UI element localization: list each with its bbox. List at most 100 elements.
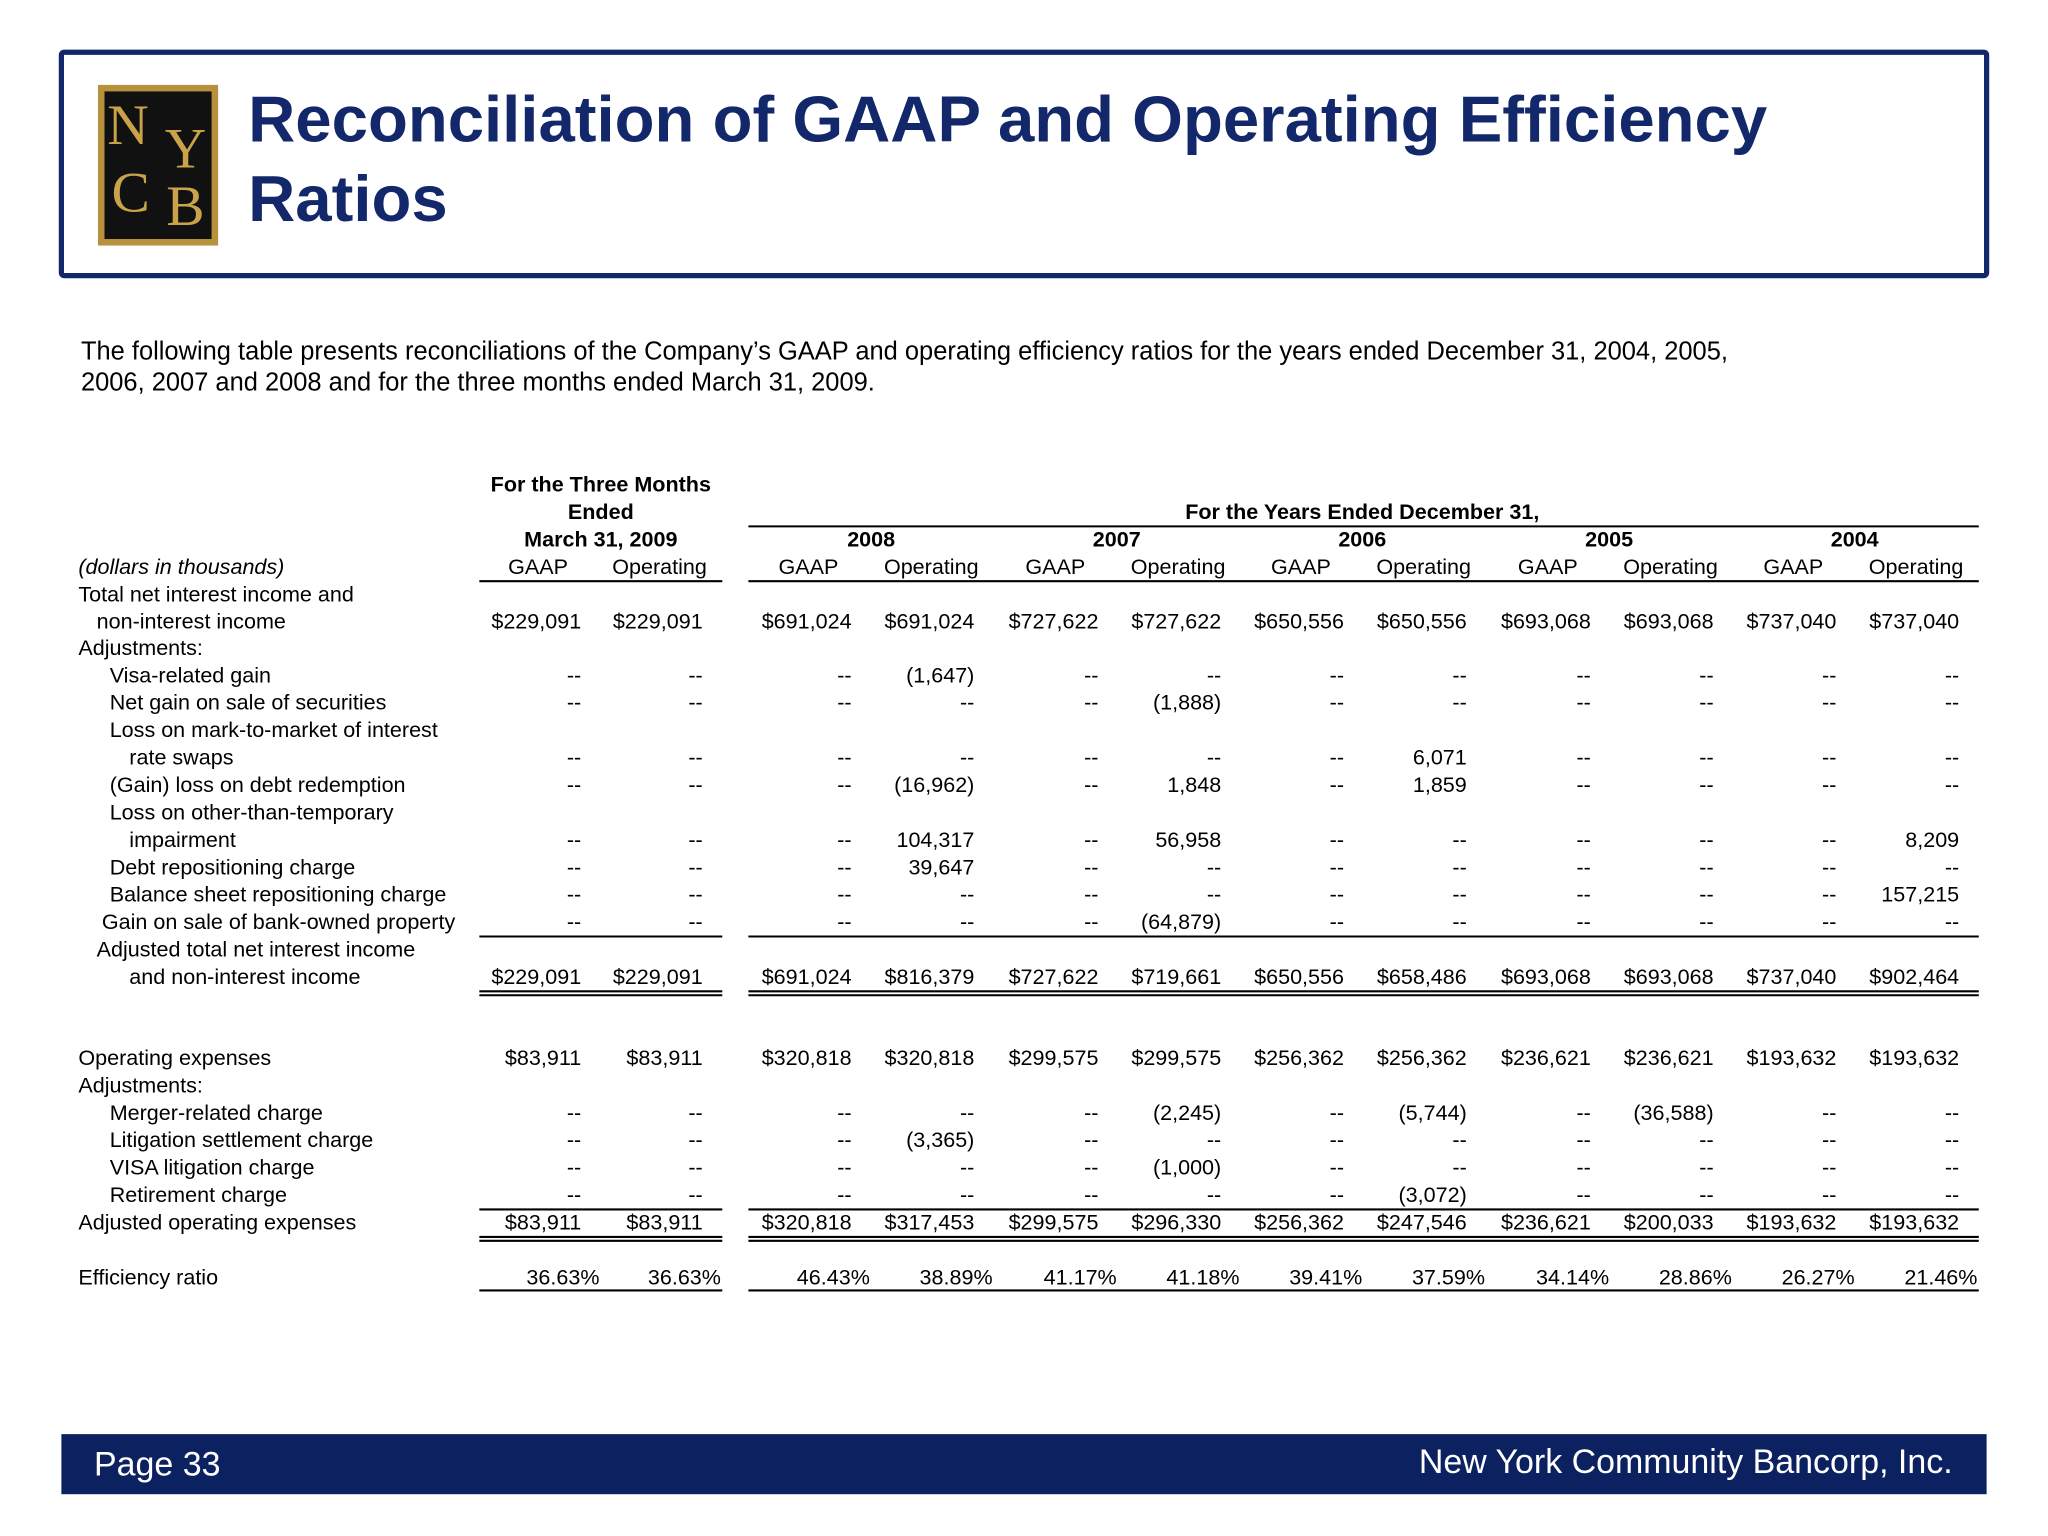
cell-value: --: [688, 1100, 702, 1125]
cell-value: (5,744): [1398, 1100, 1466, 1125]
period-header: March 31, 2009: [524, 526, 677, 551]
cell-value: $727,622: [1009, 964, 1099, 989]
cell-value: $193,632: [1869, 1210, 1959, 1235]
cell-value: --: [1822, 1155, 1836, 1180]
cell-value: 38.89%: [920, 1264, 993, 1289]
column-header: Operating: [884, 554, 979, 579]
title: Ratios: [248, 162, 448, 235]
cell-value: --: [1576, 745, 1590, 770]
cell-value: (1,888): [1153, 690, 1221, 715]
cell-value: --: [567, 745, 581, 770]
column-header: Operating: [612, 554, 707, 579]
cell-value: --: [1207, 1182, 1221, 1207]
cell-value: --: [688, 909, 702, 934]
cell-value: --: [1576, 772, 1590, 797]
cell-value: --: [1207, 745, 1221, 770]
logo-letter: B: [166, 175, 204, 238]
cell-value: --: [1330, 854, 1344, 879]
cell-value: --: [960, 690, 974, 715]
cell-value: --: [960, 1100, 974, 1125]
column-header: GAAP: [1271, 554, 1331, 579]
cell-value: $691,024: [884, 609, 974, 634]
row-label: Efficiency ratio: [78, 1264, 218, 1289]
cell-value: --: [837, 882, 851, 907]
column-header: Operating: [1623, 554, 1718, 579]
cell-value: --: [1945, 690, 1959, 715]
year-header: 2006: [1338, 526, 1386, 551]
header-box: [58, 49, 1990, 279]
cell-value: --: [1576, 854, 1590, 879]
cell-value: --: [837, 1127, 851, 1152]
cell-value: --: [837, 690, 851, 715]
cell-value: --: [1945, 772, 1959, 797]
cell-value: --: [688, 745, 702, 770]
row-label: Debt repositioning charge: [110, 854, 356, 879]
row-label: VISA litigation charge: [110, 1155, 315, 1180]
cell-value: (3,365): [906, 1127, 974, 1152]
row-label: Merger-related charge: [110, 1100, 323, 1125]
cell-value: $737,040: [1747, 609, 1837, 634]
cell-value: --: [837, 1100, 851, 1125]
cell-value: --: [1576, 1100, 1590, 1125]
cell-value: $236,621: [1624, 1045, 1714, 1070]
cell-value: --: [567, 882, 581, 907]
cell-value: --: [1452, 690, 1466, 715]
cell-value: 26.27%: [1782, 1264, 1855, 1289]
cell-value: 104,317: [896, 827, 974, 852]
cell-value: $256,362: [1254, 1210, 1344, 1235]
cell-value: --: [960, 1155, 974, 1180]
cell-value: --: [1699, 1127, 1713, 1152]
intro-text: 2006, 2007 and 2008 and for the three mo…: [81, 369, 875, 397]
cell-value: --: [567, 909, 581, 934]
cell-value: --: [1576, 690, 1590, 715]
cell-value: $650,556: [1377, 609, 1467, 634]
cell-value: $737,040: [1869, 609, 1959, 634]
cell-value: $693,068: [1501, 964, 1591, 989]
cell-value: --: [1822, 662, 1836, 687]
cell-value: --: [1945, 909, 1959, 934]
intro-text: The following table presents reconciliat…: [81, 337, 1728, 365]
cell-value: 36.63%: [526, 1264, 599, 1289]
cell-value: --: [1084, 909, 1098, 934]
cell-value: --: [1576, 882, 1590, 907]
row-label: Visa-related gain: [110, 662, 271, 687]
rules: [479, 525, 1979, 1292]
cell-value: $256,362: [1377, 1045, 1467, 1070]
cell-value: --: [1822, 909, 1836, 934]
cell-value: --: [688, 690, 702, 715]
cell-value: $193,632: [1869, 1045, 1959, 1070]
cell-value: --: [1699, 772, 1713, 797]
row-label: Loss on other-than-temporary: [110, 799, 394, 824]
cell-value: --: [1330, 772, 1344, 797]
row-label: Adjusted total net interest income: [97, 937, 416, 962]
cell-value: --: [1822, 1127, 1836, 1152]
cell-value: --: [1084, 772, 1098, 797]
years-header: For the Years Ended December 31,: [1185, 499, 1539, 524]
row-label: Retirement charge: [110, 1182, 287, 1207]
cell-value: 1,859: [1413, 772, 1467, 797]
cell-value: --: [837, 662, 851, 687]
column-header: Operating: [1131, 554, 1226, 579]
cell-value: (2,245): [1153, 1100, 1221, 1125]
row-label: (Gain) loss on debt redemption: [110, 772, 406, 797]
cell-value: --: [1576, 662, 1590, 687]
cell-value: $650,556: [1254, 609, 1344, 634]
cell-value: --: [1452, 882, 1466, 907]
cell-value: $236,621: [1501, 1045, 1591, 1070]
cell-value: $229,091: [491, 609, 581, 634]
row-label: Adjustments:: [78, 1072, 203, 1097]
cell-value: $296,330: [1131, 1210, 1221, 1235]
cell-value: --: [1822, 690, 1836, 715]
cell-value: --: [688, 882, 702, 907]
cell-value: --: [688, 1182, 702, 1207]
cell-value: 46.43%: [797, 1264, 870, 1289]
cell-value: $693,068: [1624, 964, 1714, 989]
cell-value: 28.86%: [1659, 1264, 1732, 1289]
row-label: Gain on sale of bank-owned property: [102, 909, 456, 934]
cell-value: --: [1822, 1182, 1836, 1207]
logo: N Y C B: [97, 84, 219, 246]
cell-value: --: [567, 827, 581, 852]
row-label: Adjustments:: [78, 635, 203, 660]
cell-value: --: [1330, 1100, 1344, 1125]
